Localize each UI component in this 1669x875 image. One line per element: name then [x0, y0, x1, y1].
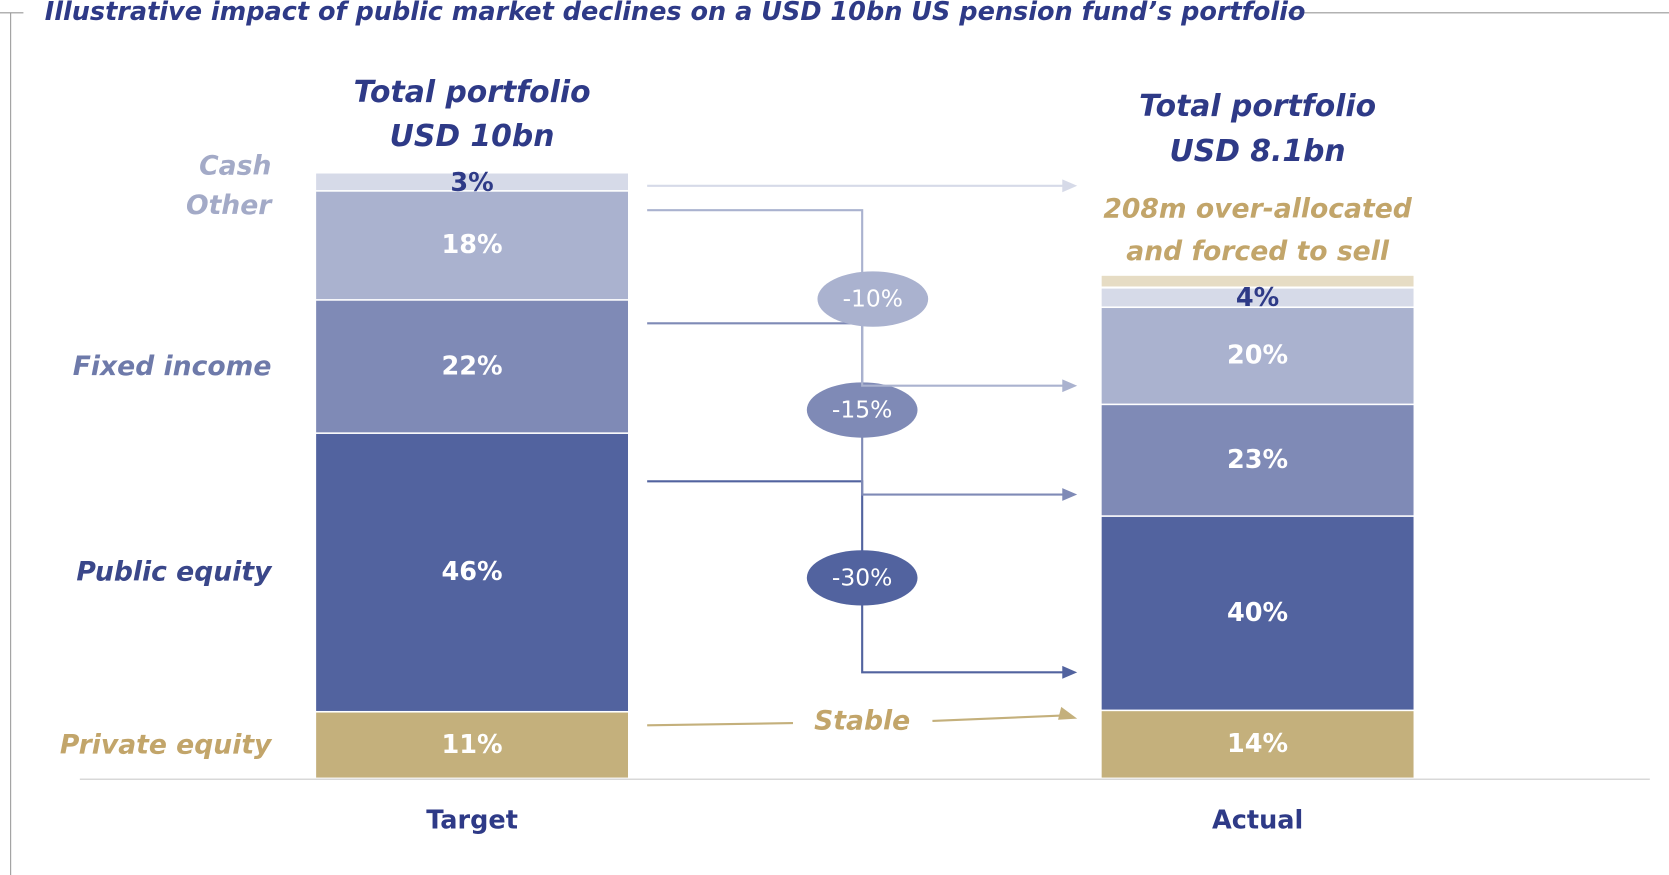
- x-tick-label: Target: [426, 806, 518, 836]
- change-badge: [817, 271, 929, 327]
- bar-segment: [1101, 711, 1414, 778]
- total-label: USD 10bn: [390, 119, 555, 154]
- value-label: 46%: [442, 557, 503, 587]
- value-label: 23%: [1227, 445, 1288, 475]
- value-label: 14%: [1227, 729, 1288, 759]
- over-allocation-label: and forced to sell: [1126, 236, 1390, 267]
- legend-label: Fixed income: [73, 351, 272, 382]
- arrow-head: [1062, 665, 1078, 679]
- flow-arrow: [647, 722, 794, 727]
- bar-segment: [316, 433, 629, 711]
- total-label: USD 8.1bn: [1170, 134, 1346, 169]
- total-title: Total portfolio: [354, 75, 591, 110]
- flow-arrow: [932, 714, 1065, 723]
- bar-segment: [316, 712, 629, 778]
- legend-label: Cash: [199, 151, 271, 182]
- change-label: -15%: [832, 396, 892, 424]
- value-label: 3%: [450, 168, 493, 198]
- chart-title: Illustrative impact of public market dec…: [45, 0, 1306, 27]
- arrow-head: [1062, 379, 1078, 393]
- value-label: 11%: [442, 730, 503, 760]
- over-allocation-label: 208m over-allocated: [1103, 193, 1412, 224]
- arrow-head: [1062, 488, 1078, 501]
- value-label: 18%: [442, 230, 503, 260]
- bar-segment: [1101, 288, 1414, 307]
- change-label: -30%: [832, 563, 892, 591]
- change-badge: [806, 382, 918, 438]
- arrow-head: [1062, 179, 1078, 193]
- arrow-head: [1058, 706, 1078, 720]
- change-label: -10%: [843, 285, 903, 313]
- value-label: 4%: [1236, 283, 1279, 313]
- value-label: 22%: [442, 351, 503, 381]
- bar-segment: [316, 173, 629, 191]
- change-badge: [806, 550, 918, 606]
- total-title: Total portfolio: [1139, 89, 1376, 124]
- legend-label: Other: [186, 190, 273, 221]
- bar-segment: [1101, 516, 1414, 710]
- legend-label: Public equity: [76, 557, 273, 588]
- change-label: Stable: [814, 705, 910, 736]
- value-label: 40%: [1227, 598, 1288, 628]
- legend-label: Private equity: [60, 729, 273, 760]
- bar-segment: [316, 300, 629, 433]
- over-allocation: [1101, 275, 1414, 287]
- value-label: 20%: [1227, 341, 1288, 371]
- bar-segment: [316, 191, 629, 300]
- bar-segment: [1101, 405, 1414, 516]
- bar-segment: [1101, 308, 1414, 404]
- x-tick-label: Actual: [1212, 806, 1303, 836]
